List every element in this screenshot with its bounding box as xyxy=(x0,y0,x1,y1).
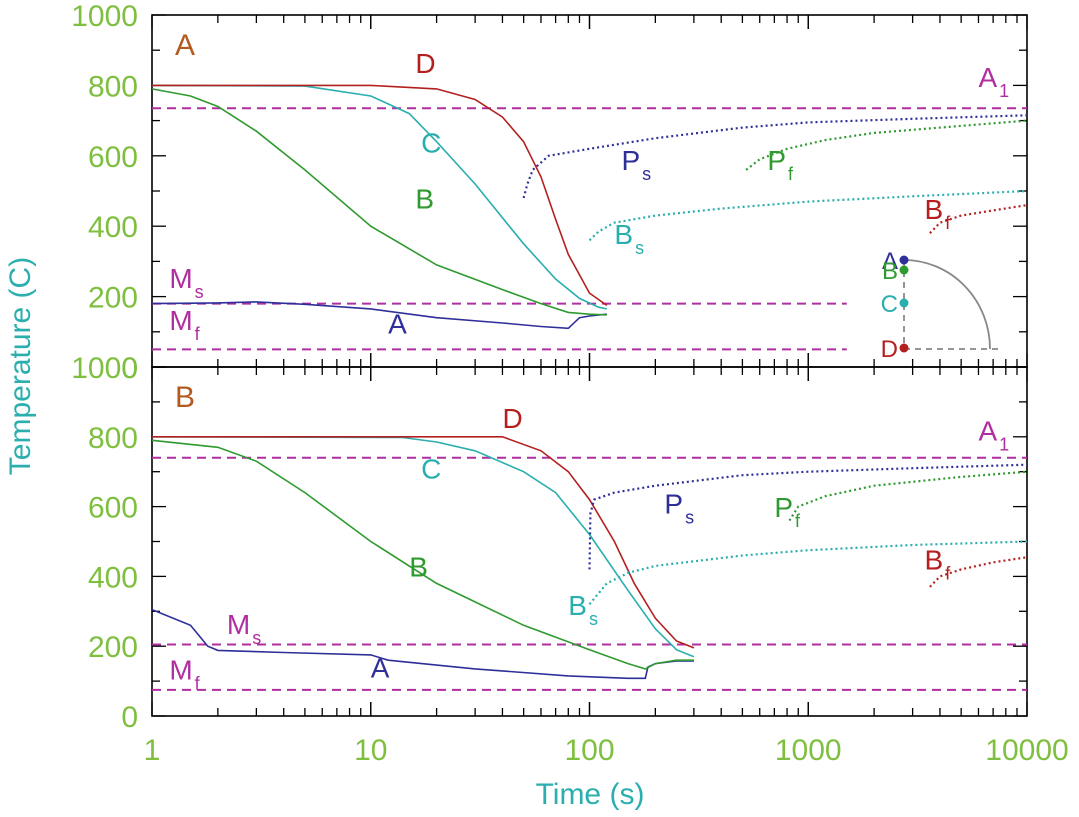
series-Pf xyxy=(745,119,1028,171)
y-tick-label: 800 xyxy=(88,70,138,103)
inset-arc xyxy=(903,259,991,350)
inset-label-D: D xyxy=(881,336,898,363)
series-Pf xyxy=(788,470,1028,522)
series-Bs xyxy=(588,540,1028,606)
curve-label-subscript: f xyxy=(788,164,794,184)
series-B xyxy=(151,88,607,316)
x-tick-label: 1000 xyxy=(775,734,842,767)
curve-label-subscript: s xyxy=(252,628,261,648)
series-A xyxy=(151,301,607,330)
curve-label-A: A xyxy=(388,309,407,340)
x-axis-title: Time (s) xyxy=(536,778,645,811)
curve-label-A: A xyxy=(371,653,390,684)
y-tick-label: 200 xyxy=(88,282,138,315)
y-tick-label: 800 xyxy=(88,422,138,455)
y-axis-title: Temperature (C) xyxy=(4,257,37,475)
inset-point-B xyxy=(899,265,909,275)
inset-label-A: A xyxy=(882,248,898,275)
series-C xyxy=(151,436,695,658)
series-Ps xyxy=(588,463,1028,570)
curve-label-subscript: f xyxy=(195,324,201,344)
inset-label-B: B xyxy=(882,258,898,285)
panel-label: B xyxy=(175,381,195,414)
series-C xyxy=(151,84,607,310)
y-tick-label: 200 xyxy=(88,631,138,664)
curve-label-subscript: f xyxy=(945,563,951,583)
y-tick-label: 1000 xyxy=(71,0,138,33)
series-Ps xyxy=(522,114,1028,199)
plot-frame xyxy=(151,366,1028,717)
series-D xyxy=(152,436,695,649)
curve-label-subscript: f xyxy=(795,511,801,531)
series-Bf xyxy=(929,556,1028,588)
curve-label-subscript: 1 xyxy=(999,81,1009,101)
curve-label-D: D xyxy=(502,403,522,434)
y-tick-label: 400 xyxy=(88,561,138,594)
curve-label-subscript: s xyxy=(635,238,644,258)
series-Bf xyxy=(929,204,1028,234)
x-tick-label: 1 xyxy=(144,734,161,767)
curve-label-subscript: s xyxy=(195,282,204,302)
curve-label-B: B xyxy=(409,551,428,582)
inset-point-A xyxy=(899,255,909,265)
y-tick-label: 0 xyxy=(121,701,138,734)
curve-label-C: C xyxy=(421,127,441,158)
x-tick-label: 10 xyxy=(354,734,387,767)
panel-label: A xyxy=(175,29,195,62)
x-tick-label: 100 xyxy=(564,734,614,767)
inset-label-C: C xyxy=(881,291,898,318)
inset-point-D xyxy=(899,343,909,353)
y-tick-label: 1000 xyxy=(71,352,138,385)
series-D xyxy=(152,84,608,307)
curve-label-subscript: s xyxy=(589,609,598,629)
curve-label-subscript: f xyxy=(945,213,951,233)
inset-point-C xyxy=(899,298,909,308)
curve-label-subscript: 1 xyxy=(999,434,1009,454)
y-tick-label: 0 xyxy=(121,352,138,385)
curve-label-subscript: f xyxy=(195,673,201,693)
curve-label-C: C xyxy=(421,454,441,485)
curve-label-subscript: s xyxy=(685,508,694,528)
y-tick-label: 600 xyxy=(88,141,138,174)
curve-label-D: D xyxy=(415,48,435,79)
series-B xyxy=(151,439,694,670)
x-tick-label: 10000 xyxy=(985,734,1068,767)
curve-label-B: B xyxy=(415,184,434,215)
y-tick-label: 600 xyxy=(88,492,138,525)
y-tick-label: 400 xyxy=(88,211,138,244)
series-Bs xyxy=(588,189,1028,242)
curve-label-subscript: s xyxy=(642,164,651,184)
